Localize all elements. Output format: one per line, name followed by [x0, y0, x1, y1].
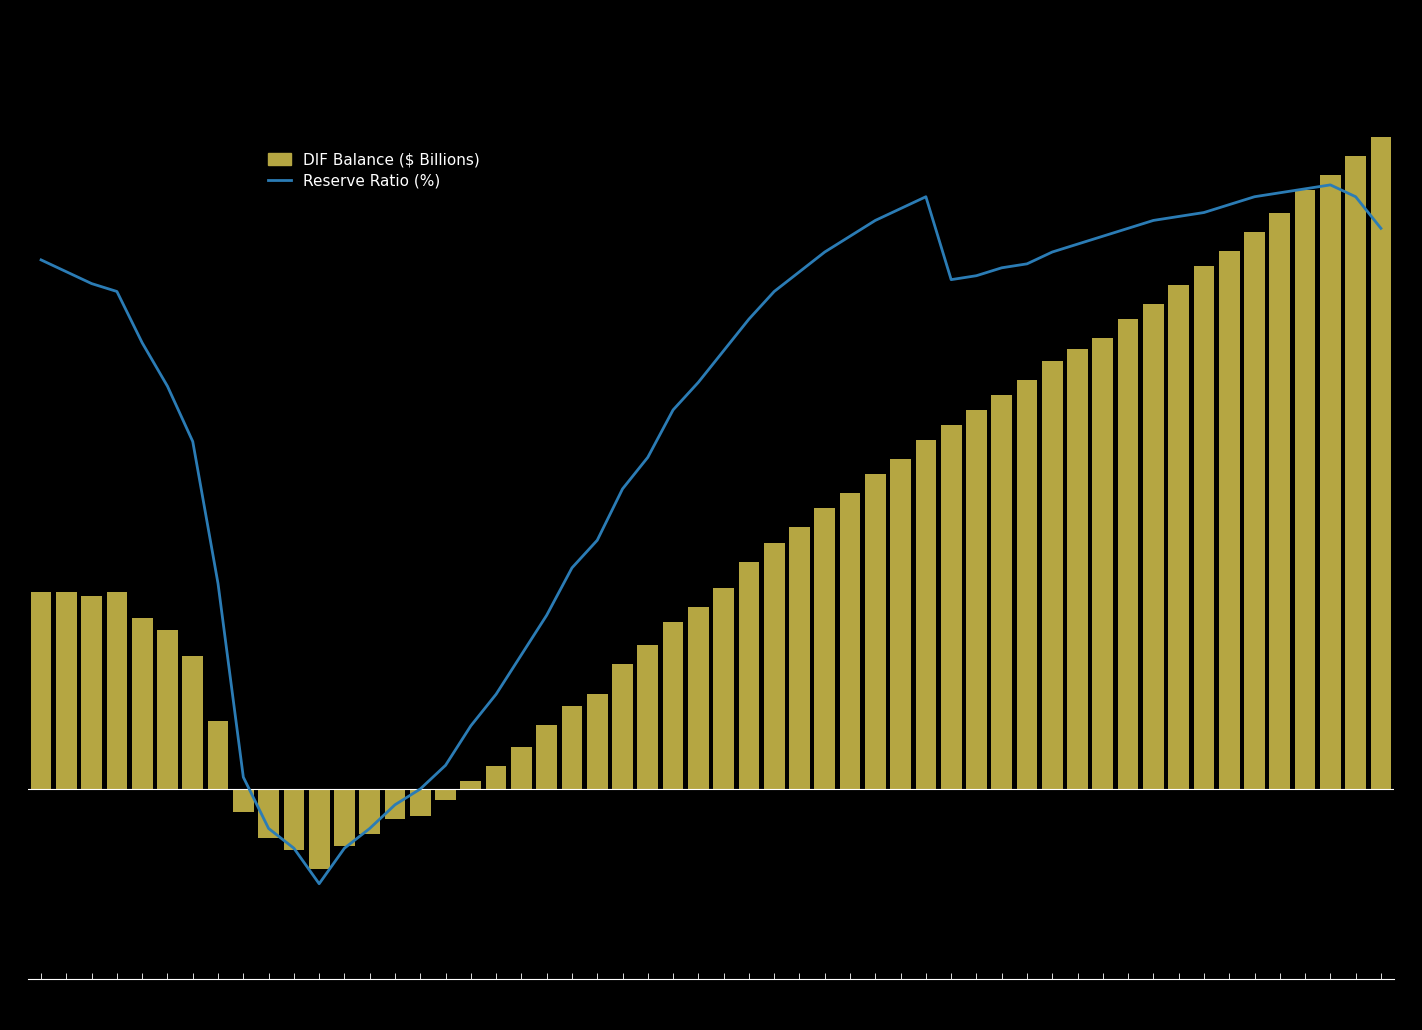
- Bar: [916, 440, 936, 789]
- Bar: [714, 588, 734, 789]
- Bar: [1042, 360, 1062, 789]
- Bar: [1244, 232, 1266, 789]
- Bar: [991, 394, 1012, 789]
- Bar: [789, 527, 811, 789]
- Bar: [1193, 266, 1214, 789]
- Bar: [156, 629, 178, 789]
- Bar: [562, 706, 583, 789]
- Bar: [738, 561, 759, 789]
- Bar: [461, 782, 481, 789]
- Bar: [384, 789, 405, 819]
- Bar: [1371, 137, 1391, 789]
- Bar: [611, 664, 633, 789]
- Bar: [360, 789, 380, 834]
- Bar: [1066, 349, 1088, 789]
- Bar: [81, 595, 102, 789]
- Bar: [688, 607, 708, 789]
- Bar: [764, 543, 785, 789]
- Bar: [233, 789, 253, 812]
- Bar: [587, 694, 607, 789]
- Bar: [1017, 380, 1038, 789]
- Legend: DIF Balance ($ Billions), Reserve Ratio (%): DIF Balance ($ Billions), Reserve Ratio …: [269, 152, 481, 188]
- Bar: [510, 748, 532, 789]
- Bar: [182, 656, 203, 789]
- Bar: [309, 789, 330, 868]
- Bar: [259, 789, 279, 838]
- Bar: [208, 721, 229, 789]
- Bar: [815, 509, 835, 789]
- Bar: [1169, 285, 1189, 789]
- Bar: [1143, 304, 1163, 789]
- Bar: [865, 475, 886, 789]
- Bar: [486, 766, 506, 789]
- Bar: [663, 622, 684, 789]
- Bar: [410, 789, 431, 816]
- Bar: [1294, 191, 1315, 789]
- Bar: [890, 459, 912, 789]
- Bar: [1270, 213, 1290, 789]
- Bar: [536, 724, 557, 789]
- Bar: [31, 592, 51, 789]
- Bar: [1320, 175, 1341, 789]
- Bar: [637, 645, 658, 789]
- Bar: [1092, 338, 1113, 789]
- Bar: [966, 410, 987, 789]
- Bar: [839, 493, 860, 789]
- Bar: [55, 592, 77, 789]
- Bar: [1219, 250, 1240, 789]
- Bar: [283, 789, 304, 850]
- Bar: [1118, 319, 1139, 789]
- Bar: [1345, 156, 1367, 789]
- Bar: [107, 592, 128, 789]
- Bar: [435, 789, 456, 800]
- Bar: [334, 789, 356, 846]
- Bar: [941, 425, 961, 789]
- Bar: [132, 618, 152, 789]
